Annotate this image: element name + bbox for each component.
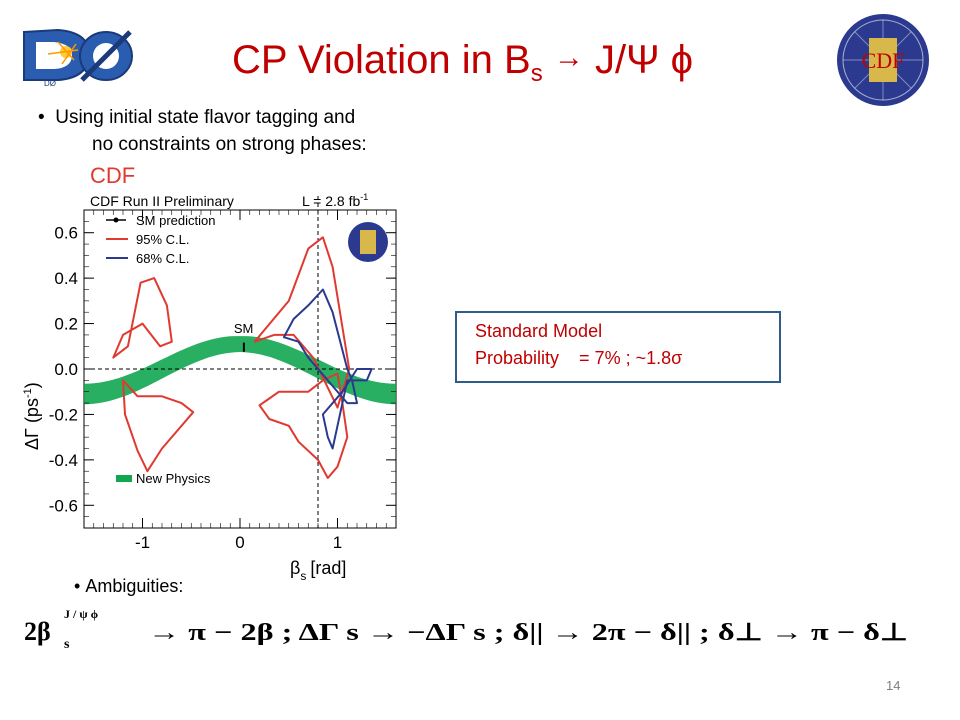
title-subscript: s [530,60,543,87]
d0-logo: DØ [18,20,140,90]
luminosity-sup: -1 [360,192,368,202]
ambiguities-label: Ambiguities: [85,576,184,596]
y-tick-label: 0.4 [54,269,78,288]
bullet-line-2: no constraints on strong phases: [92,134,367,155]
legend-new-physics-label: New Physics [136,471,211,486]
title-suffix: J/Ψ ϕ [583,38,694,82]
cl95-contour-4 [258,372,349,479]
legend-sm-marker [113,217,119,223]
y-tick-label: 0.2 [54,315,78,334]
ambiguities-bullet: • Ambiguities: [74,576,184,596]
cdf-logo-text: CDF [862,48,905,73]
standard-model-box: Standard Model Probability = 7% ; ~1.8σ [455,311,781,383]
ylabel-text: ΔΓ (ps [22,398,42,450]
xlabel-text: β [290,558,300,578]
luminosity-text: L = 2.8 fb [302,193,360,209]
formula-sub: s [64,637,70,652]
new-physics-band [84,336,396,405]
sm-point-label: SM [234,321,254,336]
cl95-contour-3 [122,379,195,473]
chart-xlabel: βs [rad] [290,558,346,583]
title-prefix: CP Violation in B [232,38,531,82]
bullet-line-1: • Using initial state flavor tagging and [38,107,356,128]
bullet-1-text: Using initial state flavor tagging and [55,107,356,128]
x-tick-label: 1 [333,533,342,552]
y-tick-label: 0.6 [54,224,78,243]
y-tick-label: -0.6 [49,496,78,515]
ambiguity-formula: 2β J / ψ ϕ s → π − 2β ; ΔΓ s → −ΔΓ s ; δ… [24,607,908,652]
x-tick-label: 0 [235,533,244,552]
cl95-contour-1 [112,277,173,359]
chart-luminosity: L = 2.8 fb-1 [302,192,368,209]
legend-label-2: 68% C.L. [136,251,189,266]
plot-cdf-logo-inner [360,230,376,254]
page-number: 14 [886,678,901,693]
x-tick-label: -1 [135,533,150,552]
contour-chart: CDF CDF Run II Preliminary L = 2.8 fb-1 … [22,163,397,583]
chart-subtitle: CDF Run II Preliminary [90,193,234,209]
y-tick-label: -0.4 [49,451,78,470]
legend-new-physics-swatch [116,475,132,482]
cdf-logo: CDF [837,14,929,106]
y-tick-label: -0.2 [49,405,78,424]
legend-label-1: 95% C.L. [136,232,189,247]
cl68-contour-2 [321,368,373,450]
chart-experiment-label: CDF [90,163,135,188]
formula-body: → π − 2β ; ΔΓ s → −ΔΓ s ; δ|| → 2π − δ||… [148,620,908,646]
standard-model-line-2: Probability = 7% ; ~1.8σ [475,348,683,368]
formula-lhs: 2β [24,617,51,646]
xlabel-sub: s [300,569,306,583]
standard-model-line-1: Standard Model [475,321,603,341]
chart-ylabel: ΔΓ (ps-1) [22,382,42,450]
formula-sup: J / ψ ϕ [64,607,99,621]
legend-label-0: SM prediction [136,213,215,228]
title-arrow: → [553,41,584,74]
cl95-contour-2 [253,236,351,409]
y-tick-label: 0.0 [54,360,78,379]
ylabel-sup: -1 [22,388,34,398]
ylabel-end: ) [22,382,42,388]
slide-title: CP Violation in Bs → J/Ψ ϕ [232,34,693,98]
d0-logo-text: DØ [44,79,56,88]
xlabel-unit: [rad] [310,558,346,578]
